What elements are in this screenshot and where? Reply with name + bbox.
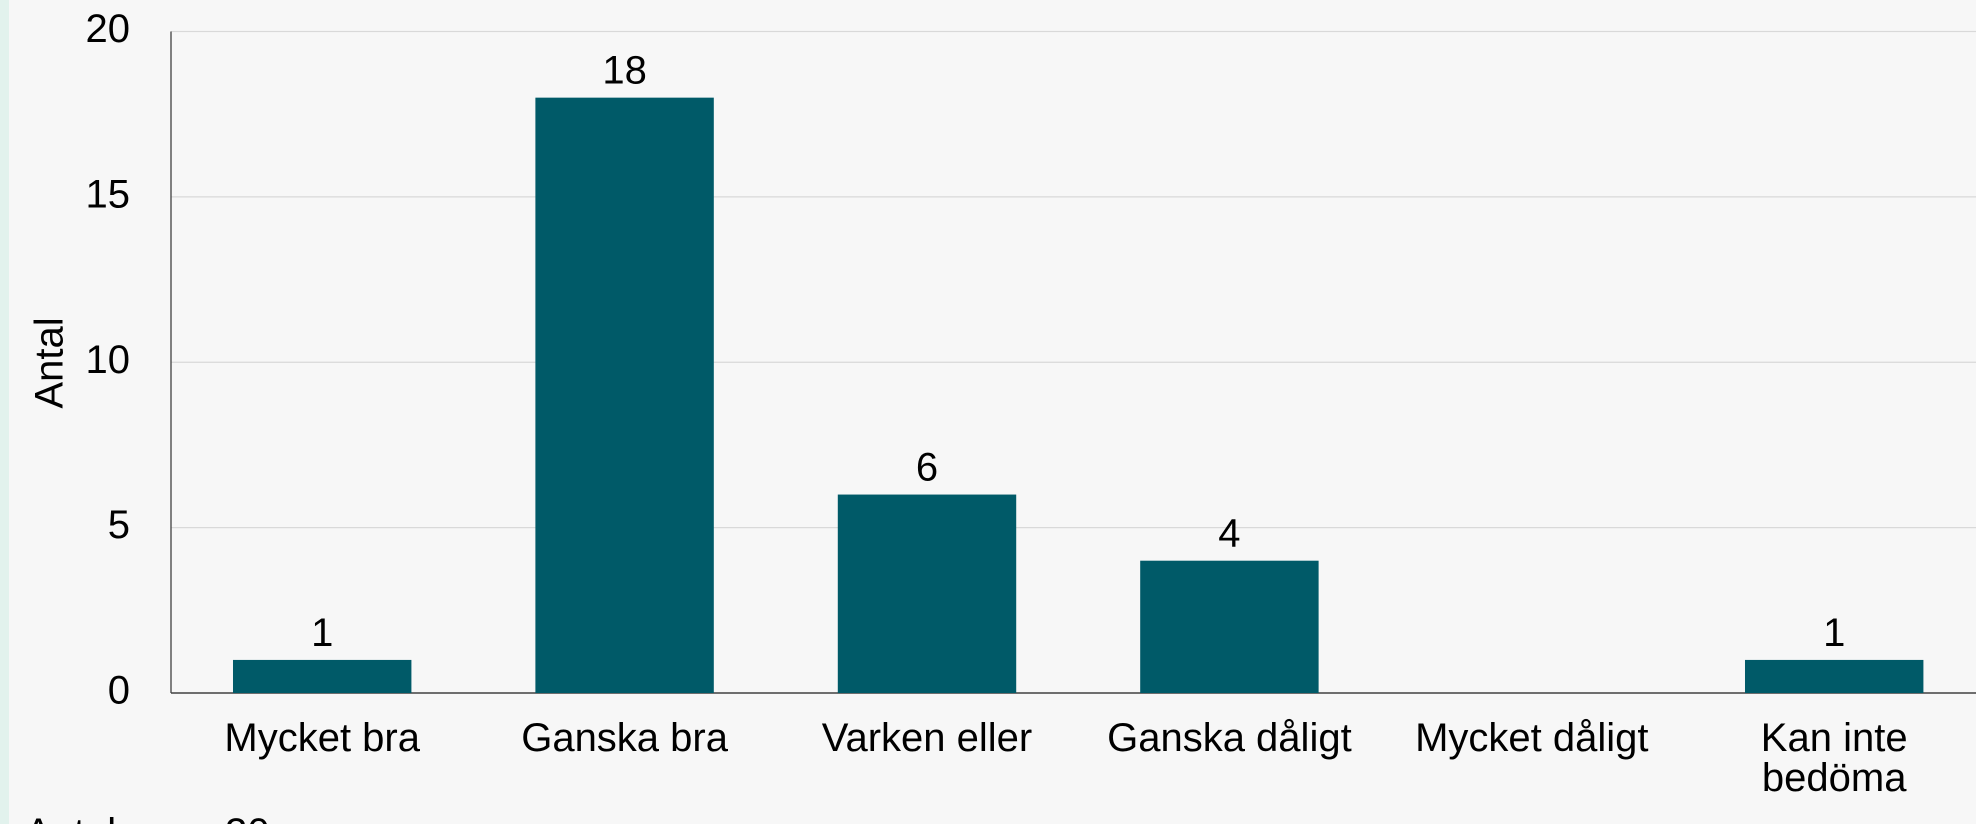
bar (535, 97, 714, 693)
x-tick-label: Ganska bra (521, 716, 729, 760)
data-label: 1 (1823, 611, 1845, 655)
data-label: 4 (1218, 512, 1240, 556)
data-label: 1 (311, 611, 333, 655)
x-tick-label: Ganska dåligt (1107, 716, 1352, 760)
data-label: 6 (916, 446, 938, 490)
bar (1140, 560, 1319, 693)
x-tick-label: Mycket dåligt (1415, 716, 1648, 760)
x-tick-label: Mycket bra (224, 716, 420, 760)
bar (1744, 659, 1924, 693)
x-tick-label: Kan inte bedöma (1761, 716, 1908, 800)
bar (232, 659, 412, 693)
note: Antal svar: 30 (25, 811, 270, 824)
x-tick-label: Varken eller (822, 716, 1032, 760)
y-tick-label: 15 (86, 172, 131, 216)
y-tick-label: 20 (86, 7, 131, 51)
y-axis-label: Antal (28, 317, 72, 408)
bar (837, 494, 1017, 693)
y-tick-label: 10 (86, 338, 131, 382)
side-stripe (0, 0, 9, 824)
y-tick-label: 5 (108, 503, 130, 547)
y-tick-label: 0 (108, 669, 130, 713)
data-label: 18 (602, 49, 647, 93)
